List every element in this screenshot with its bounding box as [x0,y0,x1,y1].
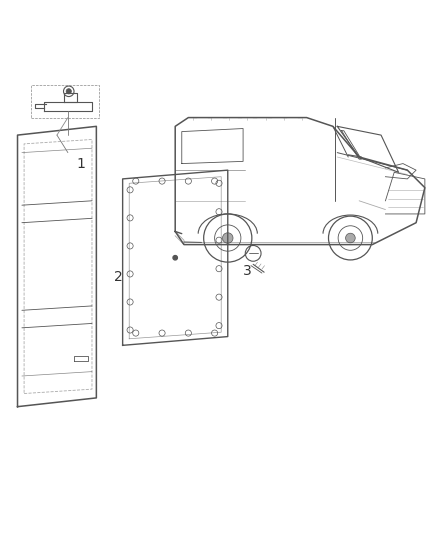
Text: 3: 3 [243,264,252,278]
Bar [31,85,99,118]
Circle shape [223,233,233,243]
Text: 2: 2 [114,270,123,285]
Circle shape [346,233,355,243]
Circle shape [66,88,71,94]
Circle shape [173,255,177,260]
Text: 1: 1 [77,157,85,171]
